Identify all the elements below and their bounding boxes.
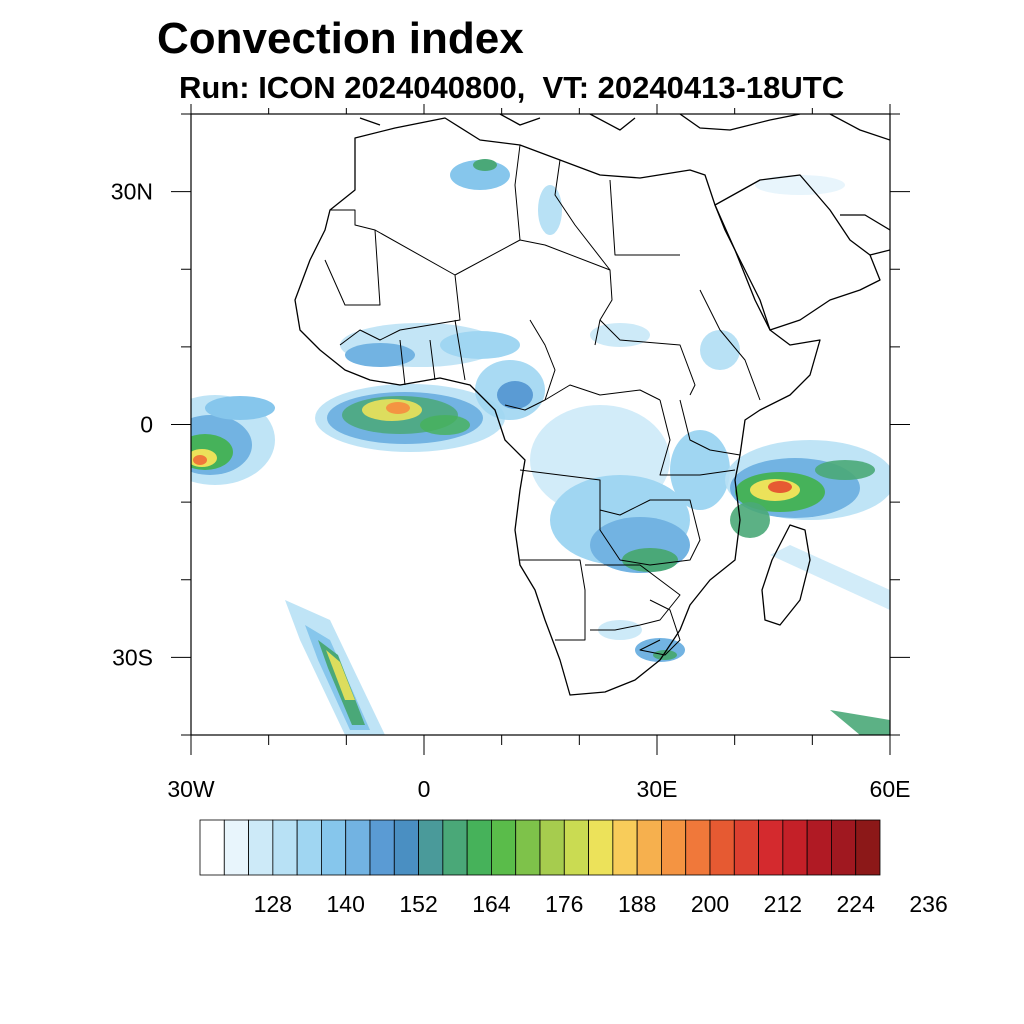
colorbar-swatch — [539, 819, 565, 876]
colorbar-swatch — [661, 819, 687, 876]
arabia-coastline — [714, 174, 881, 331]
colorbar-swatch — [491, 819, 517, 876]
lat-tick-label: 30S — [112, 644, 153, 670]
field-central-africa — [530, 405, 730, 573]
field-gulf-of-guinea — [315, 384, 505, 452]
colorbar-swatch — [806, 819, 832, 876]
colorbar-swatch — [466, 819, 492, 876]
colorbar-label: 236 — [909, 891, 947, 917]
field-indian-ocean — [725, 440, 890, 610]
colorbar-swatch — [709, 819, 735, 876]
colorbar-label: 188 — [618, 891, 656, 917]
madagascar-coastline — [761, 524, 811, 626]
colorbar-swatch — [685, 819, 711, 876]
field-southern-ocean — [830, 710, 890, 735]
colorbar-swatch — [272, 819, 298, 876]
lon-tick-label: 60E — [870, 776, 911, 802]
colorbar-swatch — [223, 819, 249, 876]
colorbar-swatch — [588, 819, 614, 876]
colorbar-swatch — [369, 819, 395, 876]
colorbar-swatch — [321, 819, 347, 876]
persian-gulf-coast — [840, 214, 890, 256]
colorbar-swatch — [563, 819, 589, 876]
colorbar-swatch — [782, 819, 808, 876]
colorbar-label: 152 — [399, 891, 437, 917]
colorbar-swatch — [855, 819, 881, 876]
colorbar-swatch — [612, 819, 638, 876]
convection-field — [191, 159, 890, 735]
lat-tick-label: 0 — [140, 412, 153, 438]
colorbar-label: 140 — [327, 891, 365, 917]
chart-title: Convection index — [157, 14, 524, 63]
colorbar-swatch — [733, 819, 759, 876]
axis-tick-labels: 30N 0 30S 30W 0 30E 60E — [111, 179, 911, 802]
africa-coastline — [294, 117, 821, 696]
colorbar-label: 128 — [254, 891, 292, 917]
colorbar-swatch — [345, 819, 371, 876]
colorbar-swatch — [515, 819, 541, 876]
colorbar-swatch — [831, 819, 857, 876]
field-south-atlantic — [285, 600, 385, 735]
lon-tick-label: 0 — [418, 776, 431, 802]
colorbar-labels: 128 140 152 164 176 188 200 212 224 236 — [254, 891, 948, 917]
colorbar-swatch — [758, 819, 784, 876]
colorbar-label: 200 — [691, 891, 729, 917]
colorbar-label: 164 — [472, 891, 511, 917]
colorbar-swatch — [199, 819, 225, 876]
lat-tick-label: 30N — [111, 179, 153, 205]
lon-tick-label: 30E — [637, 776, 678, 802]
chart-subtitle: Run: ICON 2024040800, VT: 20240413-18UTC — [179, 70, 845, 105]
field-southern-africa — [598, 620, 685, 662]
colorbar-label: 224 — [837, 891, 876, 917]
colorbar-swatch — [418, 819, 444, 876]
colorbar-swatch — [442, 819, 468, 876]
europe-coastline — [359, 114, 890, 141]
lon-tick-label: 30W — [167, 776, 215, 802]
colorbar-swatch — [636, 819, 662, 876]
colorbar-swatch — [248, 819, 274, 876]
country-borders — [324, 144, 761, 656]
colorbar — [199, 819, 881, 876]
colorbar-label: 176 — [545, 891, 583, 917]
colorbar-swatch — [393, 819, 419, 876]
coastlines — [294, 114, 890, 696]
axis-ticks — [171, 104, 910, 755]
colorbar-swatch — [296, 819, 322, 876]
field-west-atlantic — [191, 395, 275, 485]
colorbar-label: 212 — [764, 891, 802, 917]
